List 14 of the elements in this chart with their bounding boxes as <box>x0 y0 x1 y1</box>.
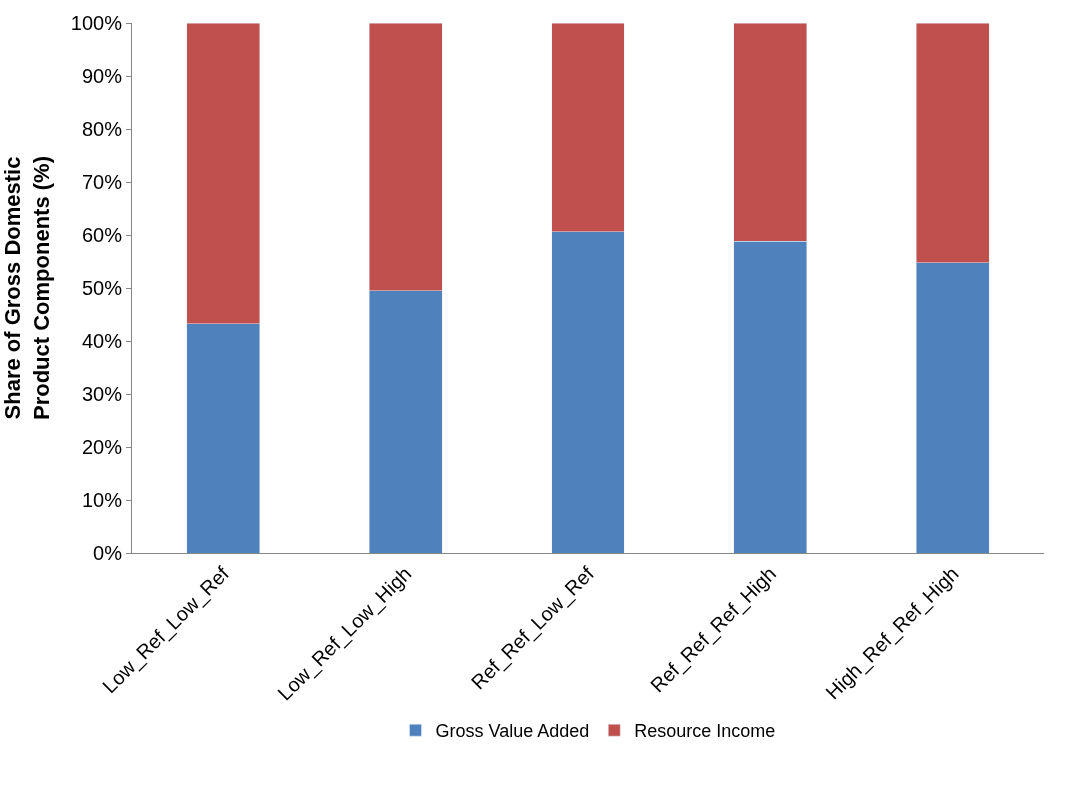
y-tick-label: 50% <box>81 277 123 299</box>
y-tick-label: 30% <box>81 383 123 405</box>
y-tick-label: 0% <box>93 542 123 564</box>
y-tick-label: 20% <box>81 436 123 458</box>
y-tick-label: 60% <box>81 224 123 246</box>
legend-label: Resource Income <box>634 721 776 742</box>
y-tick-label: 90% <box>81 65 123 87</box>
y-tick-label: 10% <box>81 489 123 511</box>
y-tick-label: 40% <box>81 330 123 352</box>
y-tick-label: 70% <box>81 171 123 193</box>
y-axis-title: Share of Gross Domestic Product Components (%) <box>0 156 54 420</box>
y-tick-label: 80% <box>81 118 123 140</box>
legend-label: Gross Value Added <box>435 721 590 742</box>
y-tick-label: 100% <box>70 12 123 34</box>
